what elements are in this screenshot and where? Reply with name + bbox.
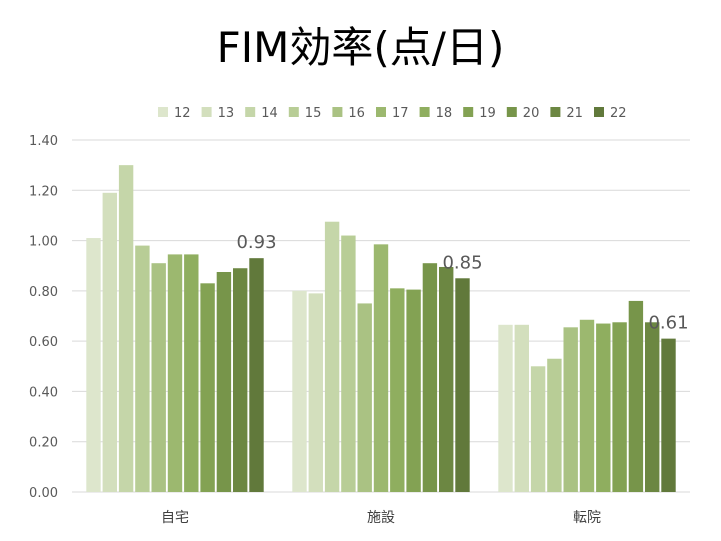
- legend-swatch: [332, 107, 343, 117]
- bar-自宅-18: [184, 254, 199, 492]
- bar-施設-22: [455, 278, 470, 492]
- bar-転院-22: [661, 338, 676, 492]
- bar-自宅-17: [167, 254, 183, 492]
- bar-転院-14: [530, 366, 546, 492]
- bar-施設-15: [341, 235, 356, 493]
- bar-自宅-20: [216, 272, 232, 492]
- legend-label: 12: [174, 106, 191, 121]
- legend-label: 13: [218, 106, 235, 121]
- bar-自宅-13: [102, 192, 117, 493]
- legend-swatch: [376, 107, 386, 117]
- legend-label: 14: [261, 106, 278, 121]
- bar-施設-20: [422, 263, 438, 492]
- data-labels: 0.93 0.85 0.61: [236, 232, 688, 333]
- bar-施設-21: [439, 266, 454, 492]
- legend-label: 19: [479, 106, 496, 121]
- bar-転院-12: [498, 324, 513, 492]
- bar-転院-19: [612, 322, 627, 492]
- bar-転院-18: [596, 323, 611, 492]
- bar-施設-12: [292, 290, 307, 492]
- legend: 12 13 14 15 16 17 18 19 20 21 22: [158, 106, 627, 121]
- y-tick-label: 1.40: [29, 134, 58, 149]
- bar-施設-13: [308, 293, 323, 492]
- bar-転院-21: [645, 322, 660, 492]
- legend-swatch: [419, 107, 430, 117]
- category-labels: 自宅 施設 転院: [161, 510, 601, 526]
- bar-自宅-12: [86, 238, 101, 492]
- legend-swatch: [550, 107, 561, 117]
- bar-転院-20: [628, 300, 644, 492]
- bar-施設-16: [357, 303, 372, 492]
- bar-自宅-15: [135, 245, 150, 492]
- bar-転院-17: [579, 319, 595, 492]
- legend-label: 17: [392, 106, 409, 121]
- y-tick-label: 1.20: [29, 184, 58, 199]
- y-tick-label: 0.20: [29, 436, 58, 451]
- legend-label: 21: [566, 106, 583, 121]
- bar-自宅-22: [249, 258, 264, 492]
- bar-施設-14: [324, 221, 340, 492]
- bar-転院-16: [563, 327, 578, 492]
- legend-label: 15: [305, 106, 322, 121]
- bar-自宅-16: [151, 263, 166, 492]
- data-label: 0.93: [236, 232, 276, 253]
- legend-label: 16: [348, 106, 365, 121]
- bar-施設-19: [406, 289, 421, 492]
- chart-title: FIM効率(点/日): [216, 23, 505, 72]
- bar-転院-13: [514, 324, 529, 492]
- bar-自宅-19: [200, 283, 215, 492]
- legend-label: 18: [436, 106, 453, 121]
- category-label: 施設: [367, 510, 395, 526]
- category-label: 自宅: [161, 510, 189, 526]
- y-tick-label: 0.80: [29, 285, 58, 300]
- bar-転院-15: [547, 358, 562, 492]
- data-label: 0.61: [648, 313, 688, 334]
- bar-施設-18: [390, 288, 405, 492]
- legend-swatch: [463, 107, 474, 117]
- legend-swatch: [245, 107, 256, 117]
- bar-施設-17: [373, 244, 389, 492]
- bar-自宅-14: [118, 165, 134, 492]
- y-tick-label: 0.40: [29, 385, 58, 400]
- legend-label: 22: [610, 106, 627, 121]
- legend-swatch: [288, 107, 299, 117]
- data-label: 0.85: [442, 252, 482, 273]
- y-tick-label: 0.00: [29, 486, 58, 501]
- legend-swatch: [506, 107, 517, 117]
- y-tick-label: 0.60: [29, 335, 58, 350]
- y-axis-ticks: 0.00 0.20 0.40 0.60 0.80 1.00 1.20 1.40: [29, 134, 58, 501]
- legend-swatch: [594, 107, 604, 117]
- y-tick-label: 1.00: [29, 235, 58, 250]
- legend-swatch: [201, 107, 212, 117]
- legend-swatch: [158, 107, 168, 117]
- category-label: 転院: [573, 510, 601, 526]
- bar-自宅-21: [233, 268, 248, 492]
- bars: [86, 165, 676, 493]
- legend-label: 20: [523, 106, 540, 121]
